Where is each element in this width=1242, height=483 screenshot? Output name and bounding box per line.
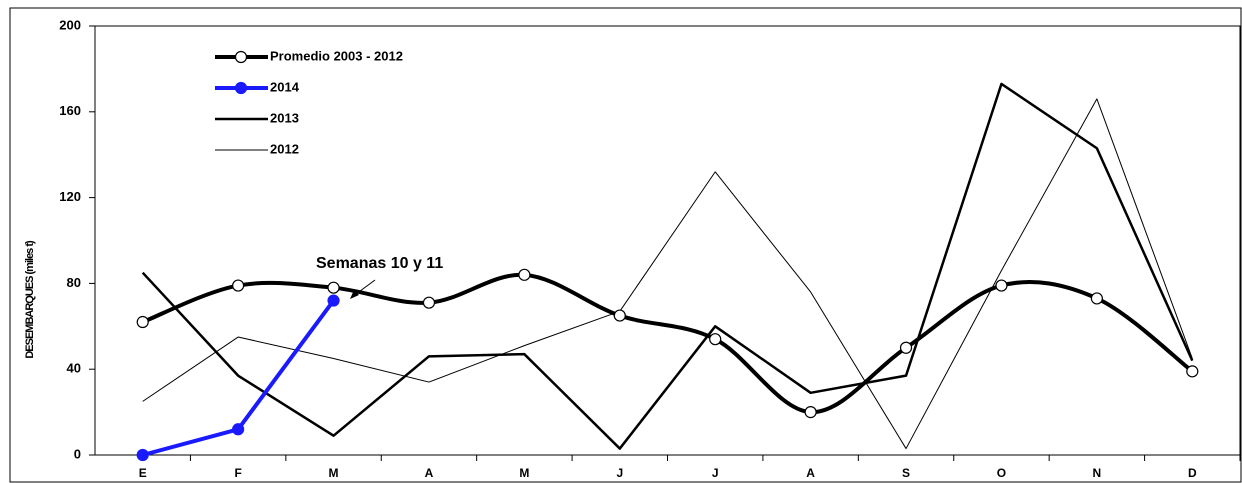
outer-frame: [9, 7, 1242, 483]
x-tick-label: S: [902, 466, 910, 480]
y-tick-label: 120: [59, 189, 81, 204]
x-tick-label: M: [519, 466, 529, 480]
data-point: [995, 279, 1008, 292]
x-tick-label: E: [139, 466, 147, 480]
x-tick-label: J: [712, 466, 719, 480]
y-axis-label: DESEMBARQUES (miles t): [24, 240, 36, 359]
x-tick-label: M: [329, 466, 339, 480]
legend-label: 2012: [270, 141, 299, 156]
data-point: [136, 448, 149, 462]
y-tick-label: 160: [59, 103, 81, 118]
legend-label: Promedio 2003 - 2012: [270, 48, 403, 63]
data-point: [709, 333, 722, 346]
data-point: [899, 341, 913, 354]
y-tick-label: 80: [67, 275, 81, 290]
data-point: [422, 296, 436, 309]
data-point: [518, 268, 531, 281]
legend-label: 2013: [270, 110, 299, 125]
x-tick-label: A: [806, 466, 815, 480]
legend-label: 2014: [270, 79, 300, 94]
y-tick-label: 200: [59, 17, 81, 32]
data-point: [1090, 292, 1103, 305]
y-tick-label: 40: [67, 361, 81, 376]
y-tick-label: 0: [74, 446, 81, 461]
data-point: [327, 294, 340, 307]
x-tick-label: N: [1093, 466, 1102, 480]
x-tick-label: D: [1188, 466, 1197, 480]
legend-marker: [234, 50, 248, 64]
data-point: [327, 281, 340, 294]
legend-marker: [234, 81, 248, 95]
data-point: [232, 279, 245, 292]
data-point: [613, 309, 626, 322]
x-tick-label: A: [425, 466, 434, 480]
x-tick-label: O: [997, 466, 1006, 480]
series-line: [142, 98, 1193, 450]
x-tick-label: J: [616, 466, 623, 480]
data-point: [136, 315, 149, 329]
annotation-arrowhead: [350, 290, 359, 299]
data-point: [804, 406, 817, 419]
x-tick-label: F: [234, 466, 241, 480]
data-point: [232, 423, 245, 436]
data-point: [1186, 365, 1199, 378]
series-line: [141, 82, 1194, 450]
annotation: Semanas 10 y 11: [316, 255, 443, 272]
